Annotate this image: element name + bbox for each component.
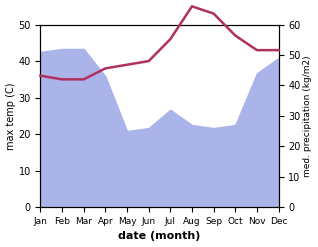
X-axis label: date (month): date (month): [118, 231, 201, 242]
Y-axis label: max temp (C): max temp (C): [5, 82, 16, 150]
Y-axis label: med. precipitation (kg/m2): med. precipitation (kg/m2): [303, 55, 313, 177]
